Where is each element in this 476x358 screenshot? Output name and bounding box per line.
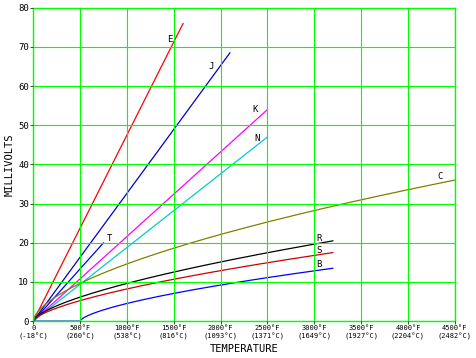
Text: K: K [252, 105, 258, 114]
Text: B: B [316, 260, 322, 269]
Text: T: T [107, 234, 113, 243]
Text: S: S [316, 246, 322, 255]
Text: E: E [167, 34, 173, 44]
X-axis label: TEMPERATURE: TEMPERATURE [209, 344, 278, 354]
Text: C: C [437, 171, 442, 181]
Text: R: R [316, 234, 322, 243]
Text: J: J [208, 62, 214, 71]
Y-axis label: MILLIVOLTS: MILLIVOLTS [4, 133, 14, 196]
Text: N: N [254, 135, 260, 144]
